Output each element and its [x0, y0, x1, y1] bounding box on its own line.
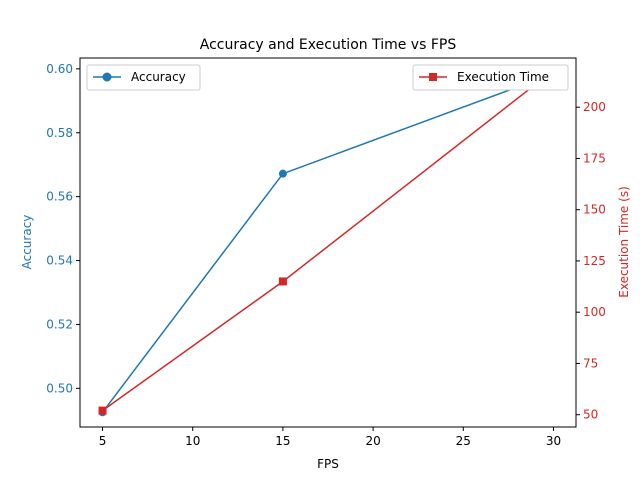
x-tick-label: 10 — [185, 434, 200, 448]
left-y-tick-label: 0.50 — [46, 381, 73, 395]
legend-execution-time-box — [412, 64, 569, 91]
right-y-tick-label: 100 — [583, 305, 606, 319]
legend-execution-time-label: Execution Time — [457, 70, 549, 84]
legend-accuracy-box — [86, 64, 201, 91]
left-y-tick-label: 0.52 — [46, 317, 73, 331]
plot-frame — [79, 57, 577, 428]
right-y-axis-label: Execution Time (s) — [617, 186, 631, 298]
left-y-tick-label: 0.58 — [46, 126, 73, 140]
right-y-tick-label: 200 — [583, 100, 606, 114]
left-y-axis-label: Accuracy — [20, 215, 34, 270]
legend-accuracy-marker-icon — [102, 72, 112, 82]
x-axis-label: FPS — [317, 457, 339, 471]
x-axis: 5 10 15 20 25 30 — [99, 427, 561, 448]
accuracy-point — [278, 169, 287, 178]
execution-time-series-line — [102, 69, 554, 412]
right-y-tick-label: 50 — [583, 408, 598, 422]
legend-accuracy-label: Accuracy — [131, 70, 186, 84]
left-y-axis: 0.50 0.52 0.54 0.56 0.58 0.60 — [46, 62, 80, 395]
legend-accuracy: Accuracy — [86, 64, 201, 91]
right-y-tick-label: 150 — [583, 203, 606, 217]
right-y-tick-label: 175 — [583, 151, 606, 165]
right-y-tick-label: 125 — [583, 254, 606, 268]
chart-title: Accuracy and Execution Time vs FPS — [200, 37, 457, 53]
left-y-tick-label: 0.56 — [46, 190, 73, 204]
x-tick-label: 15 — [275, 434, 290, 448]
execution-time-point — [278, 277, 287, 286]
x-tick-label: 25 — [456, 434, 471, 448]
right-y-tick-label: 75 — [583, 356, 598, 370]
x-tick-label: 20 — [365, 434, 380, 448]
plot-area — [98, 66, 558, 417]
right-y-axis: 50 75 100 125 150 175 200 — [576, 100, 606, 422]
legend-execution-time-marker-icon — [429, 73, 437, 81]
execution-time-point — [98, 406, 107, 415]
x-tick-label: 30 — [546, 434, 561, 448]
legend-execution-time: Execution Time — [412, 64, 569, 91]
left-y-tick-label: 0.60 — [46, 62, 73, 76]
x-tick-label: 5 — [99, 434, 107, 448]
left-y-tick-label: 0.54 — [46, 254, 73, 268]
